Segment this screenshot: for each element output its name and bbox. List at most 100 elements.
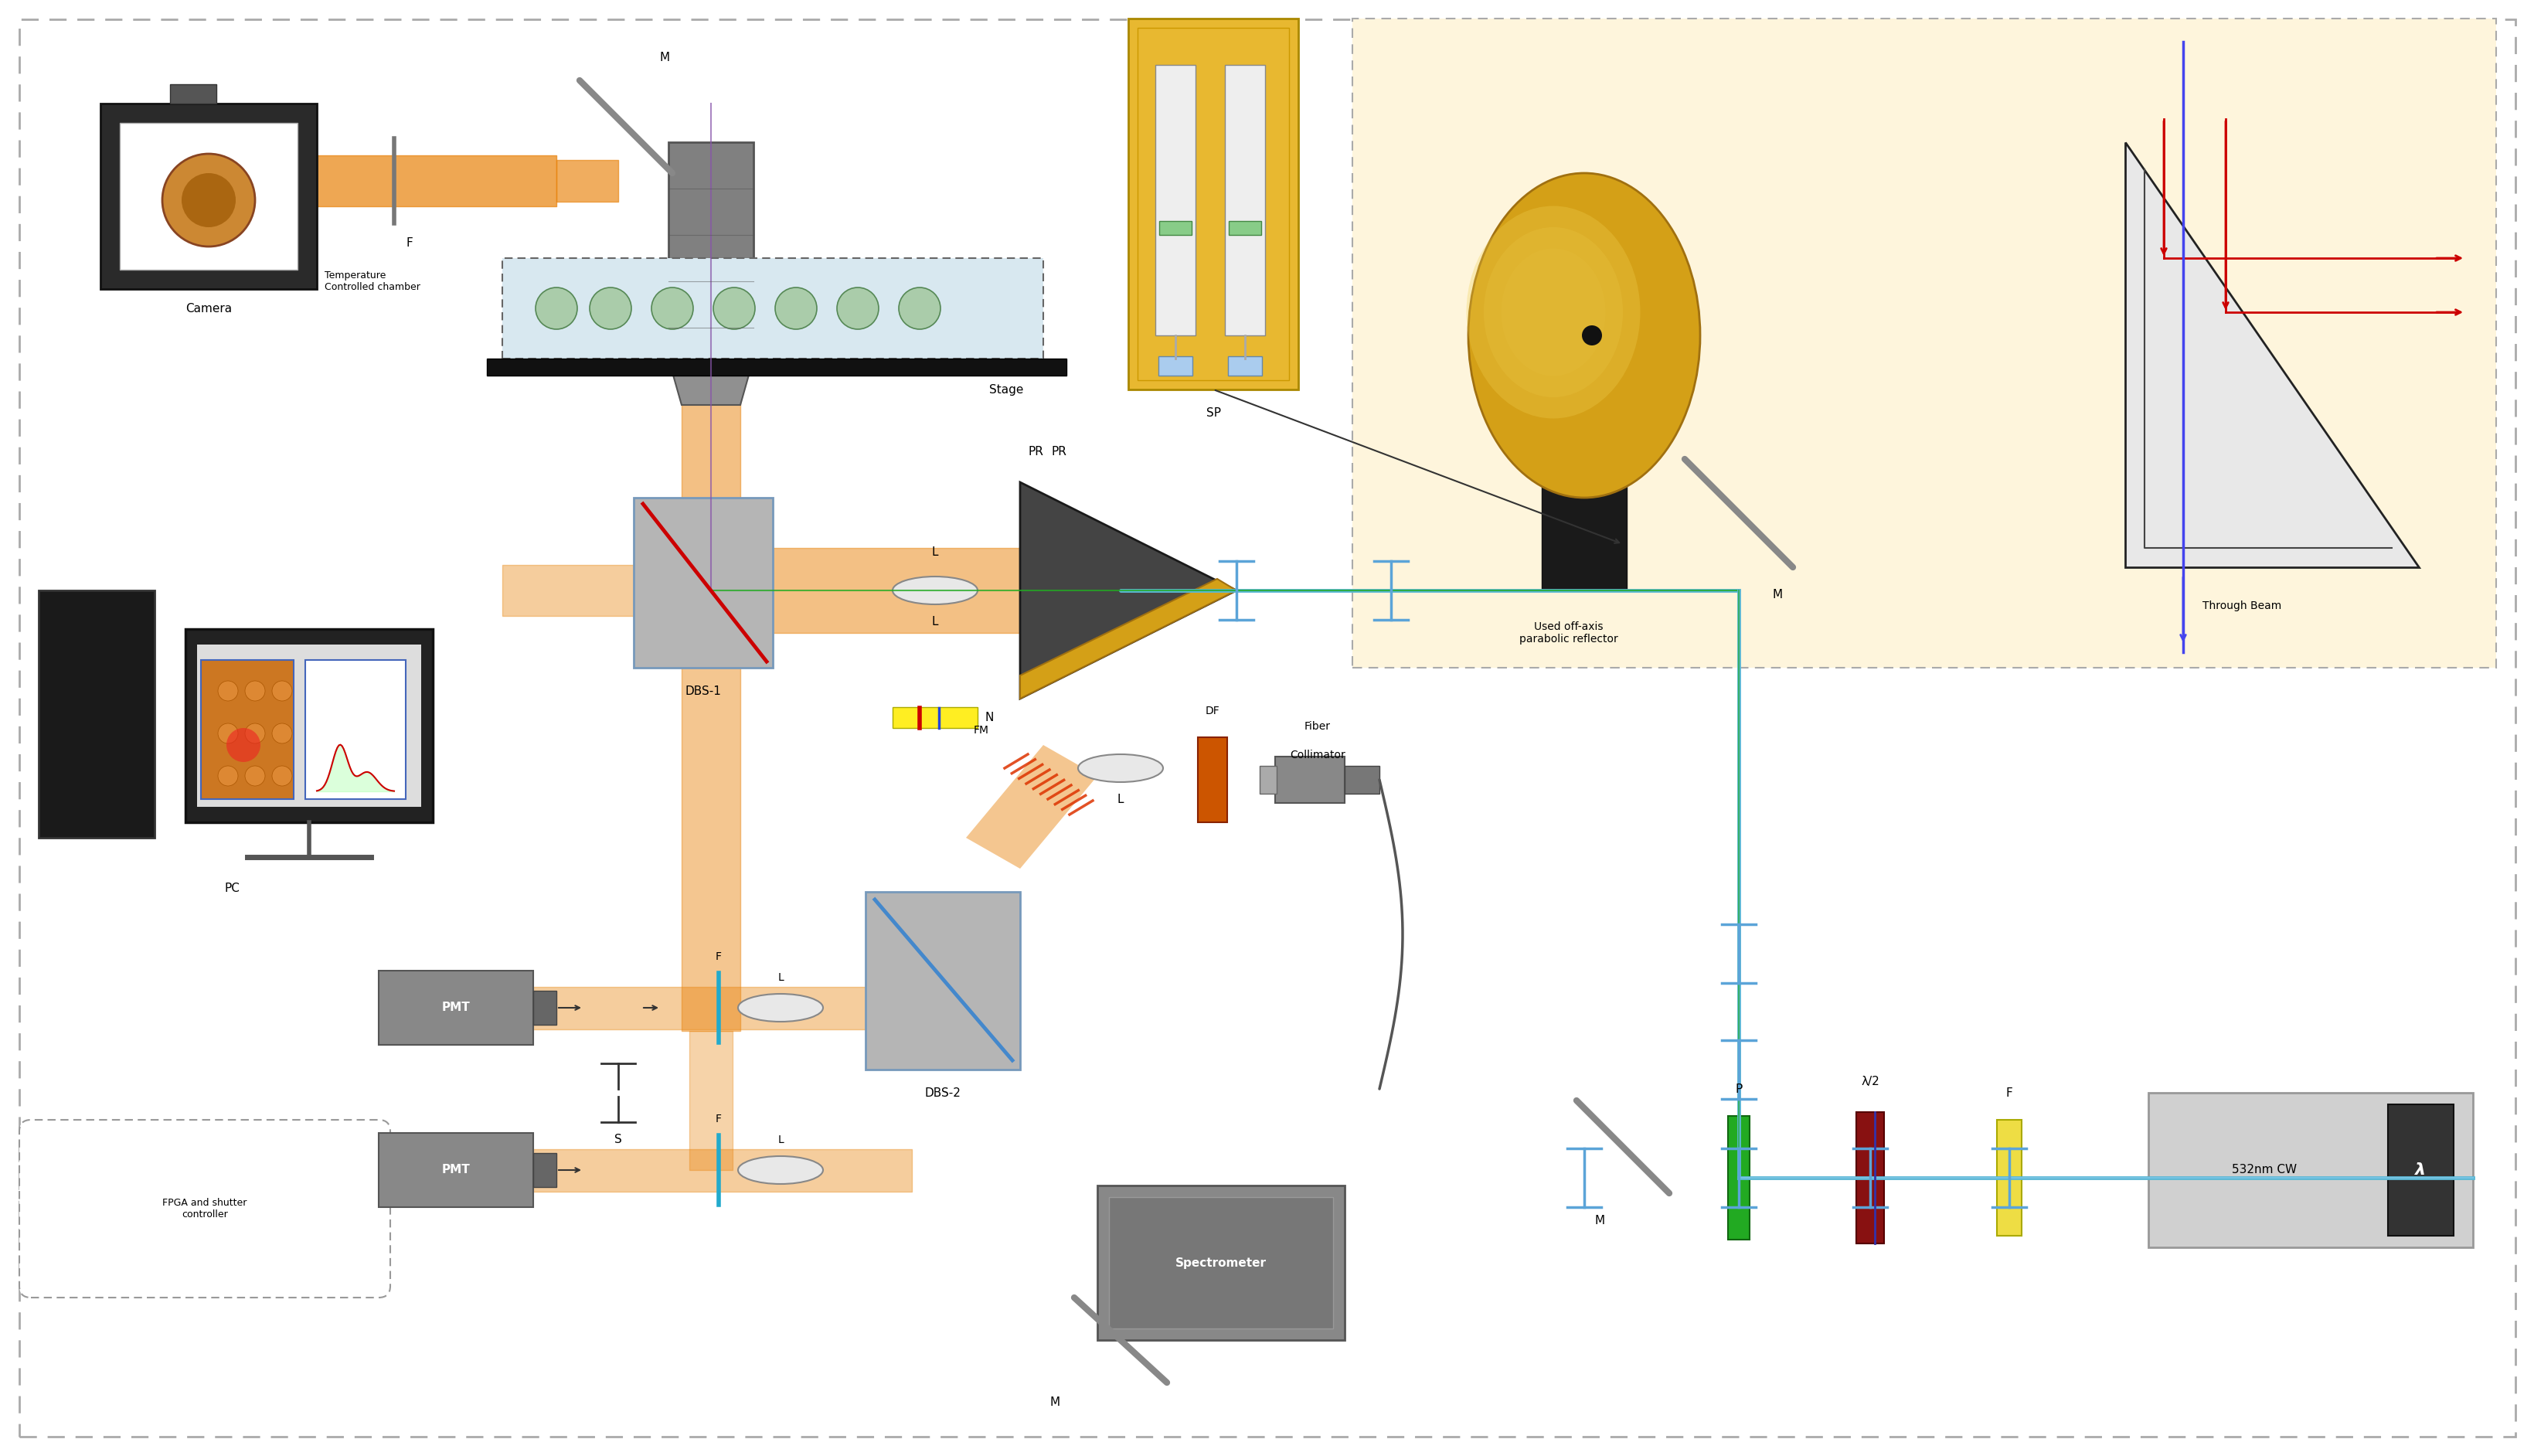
Ellipse shape <box>737 994 824 1022</box>
Bar <box>1997 1120 2022 1236</box>
Bar <box>1199 737 1226 823</box>
Circle shape <box>651 287 692 329</box>
Text: L: L <box>933 546 938 558</box>
Circle shape <box>246 681 266 700</box>
Ellipse shape <box>1467 173 1700 498</box>
Circle shape <box>218 766 238 786</box>
Bar <box>198 645 421 807</box>
Text: P: P <box>1736 1083 1741 1095</box>
Circle shape <box>271 681 291 700</box>
Bar <box>2387 1104 2453 1236</box>
Circle shape <box>590 287 631 329</box>
Polygon shape <box>1019 579 1237 699</box>
Text: Through Beam: Through Beam <box>2202 600 2281 612</box>
Text: F: F <box>715 1114 722 1124</box>
Text: DBS-2: DBS-2 <box>925 1088 960 1099</box>
Polygon shape <box>2123 143 2417 568</box>
Text: Stage: Stage <box>988 384 1024 396</box>
Bar <box>101 103 317 290</box>
Text: PMT: PMT <box>441 1002 469 1013</box>
Bar <box>1855 1112 1883 1243</box>
Text: L: L <box>778 973 783 983</box>
Text: PMT: PMT <box>441 1165 469 1176</box>
Text: F: F <box>405 237 413 249</box>
Bar <box>185 629 433 823</box>
Text: Collimator: Collimator <box>1290 750 1346 760</box>
Text: FPGA and shutter
controller: FPGA and shutter controller <box>162 1198 246 1220</box>
Bar <box>1541 451 1627 591</box>
Ellipse shape <box>1467 205 1639 418</box>
Bar <box>1353 19 2496 668</box>
Text: M: M <box>1594 1214 1604 1226</box>
Text: Spectrometer: Spectrometer <box>1176 1257 1267 1268</box>
Bar <box>1110 1197 1333 1328</box>
Bar <box>1728 1115 1748 1239</box>
Text: Fiber: Fiber <box>1305 721 1330 732</box>
Circle shape <box>218 724 238 744</box>
Text: PR: PR <box>1029 446 1044 457</box>
Bar <box>1259 766 1277 794</box>
Text: PC: PC <box>223 882 238 894</box>
Bar <box>1158 357 1191 376</box>
Bar <box>119 122 296 269</box>
Text: Temperature
Controlled chamber: Temperature Controlled chamber <box>324 271 421 293</box>
Circle shape <box>271 724 291 744</box>
Ellipse shape <box>737 1156 824 1184</box>
Text: PR: PR <box>1052 446 1067 457</box>
Text: S: S <box>613 1134 621 1146</box>
Text: F: F <box>715 951 722 962</box>
Polygon shape <box>1019 482 1237 699</box>
Bar <box>1343 766 1378 794</box>
Text: L: L <box>933 616 938 628</box>
Circle shape <box>182 173 236 227</box>
Bar <box>1128 19 1297 390</box>
Bar <box>892 708 978 728</box>
Text: Used off-axis
parabolic reflector: Used off-axis parabolic reflector <box>1518 622 1617 645</box>
Bar <box>1138 28 1290 380</box>
Circle shape <box>712 287 755 329</box>
Circle shape <box>775 287 816 329</box>
Text: M: M <box>659 52 669 64</box>
Bar <box>1275 757 1343 802</box>
Ellipse shape <box>1482 227 1622 397</box>
Text: DF: DF <box>1204 706 1219 716</box>
Bar <box>532 990 557 1025</box>
Text: λ/2: λ/2 <box>1860 1076 1878 1088</box>
Bar <box>304 660 405 799</box>
Text: Camera: Camera <box>185 303 231 314</box>
Bar <box>1097 1185 1343 1340</box>
Bar <box>38 591 155 837</box>
Circle shape <box>271 766 291 786</box>
Bar <box>864 893 1019 1070</box>
Circle shape <box>246 724 266 744</box>
Circle shape <box>900 287 940 329</box>
Circle shape <box>836 287 879 329</box>
Circle shape <box>535 287 578 329</box>
Ellipse shape <box>1541 438 1627 464</box>
Circle shape <box>1581 325 1601 345</box>
Bar <box>170 84 215 103</box>
Bar <box>532 1153 557 1187</box>
Text: DBS-1: DBS-1 <box>684 686 722 697</box>
Text: N: N <box>986 712 993 724</box>
Bar <box>200 660 294 799</box>
Bar <box>378 1133 532 1207</box>
Bar <box>1226 357 1262 376</box>
Bar <box>2149 1093 2473 1248</box>
Bar <box>487 358 1067 376</box>
Ellipse shape <box>1500 249 1604 376</box>
Text: M: M <box>1049 1396 1059 1408</box>
Text: M: M <box>1771 588 1781 600</box>
Circle shape <box>246 766 266 786</box>
Text: 532nm CW: 532nm CW <box>2230 1165 2296 1176</box>
Text: L: L <box>1117 794 1123 805</box>
Circle shape <box>162 154 256 246</box>
Ellipse shape <box>892 577 978 604</box>
Ellipse shape <box>1077 754 1163 782</box>
Bar <box>669 143 753 358</box>
Bar <box>502 258 1044 358</box>
Polygon shape <box>669 358 753 405</box>
Bar <box>1156 66 1196 335</box>
Polygon shape <box>965 745 1097 869</box>
Bar <box>634 498 773 668</box>
